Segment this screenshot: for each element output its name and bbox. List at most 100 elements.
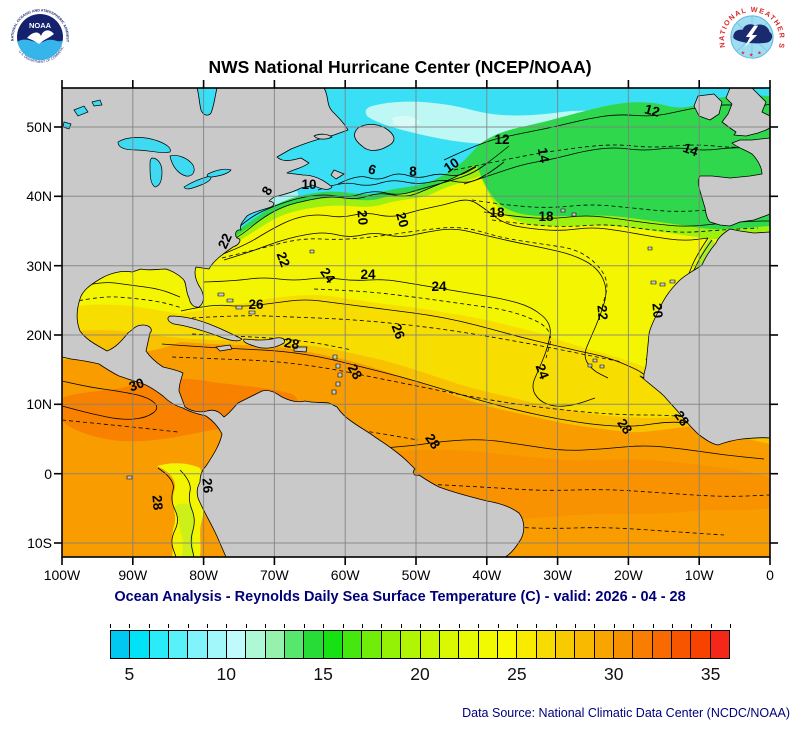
- noaa-wordmark: NOAA: [29, 21, 52, 30]
- contour-label: 20: [649, 302, 665, 318]
- colorbar-cell: [227, 631, 247, 658]
- contour-label: 22: [215, 231, 235, 251]
- colorbar-cell: [362, 631, 382, 658]
- colorbar-cell: [439, 631, 460, 658]
- small-islands: [126, 208, 676, 480]
- data-source: Data Source: National Climatic Data Cent…: [462, 706, 790, 720]
- landmasses: [61, 87, 771, 558]
- lake-erie: [183, 175, 212, 190]
- jamaica: [215, 344, 233, 352]
- temperature-colorbar: [110, 630, 730, 659]
- isotherm-contours: [61, 103, 771, 558]
- contour-label: 26: [199, 477, 215, 494]
- lon-tick-label: 30W: [543, 567, 572, 583]
- colorbar-cell: [536, 631, 556, 658]
- ireland: [693, 93, 723, 121]
- anticosti: [313, 133, 333, 140]
- contour-label: 24: [533, 362, 552, 382]
- contour-label: 30: [127, 375, 146, 394]
- great-lakes: [62, 99, 232, 190]
- contour-label: 22: [274, 250, 293, 269]
- map-frame: [61, 87, 771, 558]
- europe: [697, 137, 771, 227]
- lon-tick-label: 70W: [259, 567, 289, 583]
- lake-michigan: [149, 157, 163, 188]
- contour-label: 20: [393, 211, 411, 229]
- colorbar-tick-label: 20: [410, 664, 430, 684]
- colorbar-cell: [517, 631, 537, 658]
- colorbar-cell: [555, 631, 576, 658]
- lat-tick-label: 30N: [26, 257, 52, 274]
- lat-tick-label: 20N: [26, 327, 52, 343]
- svg-text:★: ★: [741, 51, 746, 57]
- contour-label: 6: [367, 161, 379, 178]
- nws-lightning-icon: [744, 25, 759, 48]
- svg-text:★: ★: [757, 51, 762, 57]
- lon-tick-label: 80W: [189, 567, 218, 583]
- contour-label: 10: [441, 155, 462, 176]
- colorbar-cell: [420, 631, 440, 658]
- colorbar-cell: [149, 631, 170, 658]
- lon-tick-label: 20W: [613, 567, 643, 583]
- nws-logo: NATIONAL WEATHER SERVICE ★★★: [718, 3, 786, 70]
- lake-superior: [117, 137, 171, 153]
- contour-label: 14: [535, 147, 552, 165]
- contour-label: 24: [360, 267, 376, 282]
- contour-label: 10: [301, 177, 316, 192]
- britain: [721, 87, 771, 137]
- contour-label: 12: [643, 101, 661, 119]
- svg-text:★: ★: [749, 53, 754, 59]
- lat-tick-label: 10S: [27, 535, 52, 551]
- lon-tick-label: 90W: [118, 567, 148, 583]
- contour-label: 14: [681, 140, 701, 159]
- contour-label: 26: [389, 322, 408, 342]
- colorbar-cell: [246, 631, 266, 658]
- colorbar-cell: [497, 631, 518, 658]
- colorbar-cell: [594, 631, 614, 658]
- lat-tick-label: 10N: [26, 396, 52, 413]
- contour-label: 26: [248, 297, 264, 312]
- noaa-logo: NATIONAL OCEANIC AND ATMOSPHERIC ADMINIS…: [9, 6, 71, 68]
- colorbar-tick-label: 15: [313, 664, 333, 684]
- lon-tick-label: 10W: [684, 567, 714, 583]
- colorbar-cell: [478, 631, 498, 658]
- colorbar-cell: [633, 631, 653, 658]
- colorbar-tick-label: 5: [124, 664, 135, 684]
- colorbar-cell: [265, 631, 286, 658]
- contour-label: 20: [354, 209, 370, 225]
- colorbar-tick-label: 35: [700, 664, 721, 684]
- colorbar-tick-label: 10: [216, 664, 236, 684]
- contour-label: 28: [283, 335, 301, 352]
- contour-label: 28: [149, 494, 165, 511]
- lon-tick-label: 50W: [401, 567, 431, 583]
- contour-label: 12: [494, 132, 509, 147]
- axis-ticks: [54, 80, 778, 565]
- colorbar-cell: [207, 631, 228, 658]
- colorbar-cell: [188, 631, 208, 658]
- colorbar-cell: [401, 631, 421, 658]
- lat-tick-label: 50N: [26, 119, 52, 135]
- lake-huron: [169, 155, 195, 177]
- lon-tick-label: 40W: [472, 567, 502, 583]
- colorbar-cell: [710, 631, 729, 658]
- colorbar-cell: [381, 631, 402, 658]
- lake-ontario: [206, 168, 232, 178]
- colorbar-cell: [652, 631, 672, 658]
- noaa-gull-icon: [27, 30, 54, 44]
- colorbar-cell: [304, 631, 324, 658]
- colorbar-cell: [613, 631, 634, 658]
- colorbar-cell: [323, 631, 344, 658]
- lon-tick-label: 60W: [330, 567, 360, 583]
- africa: [639, 228, 771, 446]
- colorbar-cell: [285, 631, 305, 658]
- colorbar-cell: [111, 631, 131, 658]
- colorbar-cell: [343, 631, 363, 658]
- colorbar-cell: [671, 631, 692, 658]
- lon-tick-label: 100W: [43, 567, 81, 583]
- colorbar-cell: [459, 631, 479, 658]
- lat-tick-label: 0: [44, 465, 52, 482]
- graticule: [62, 88, 770, 557]
